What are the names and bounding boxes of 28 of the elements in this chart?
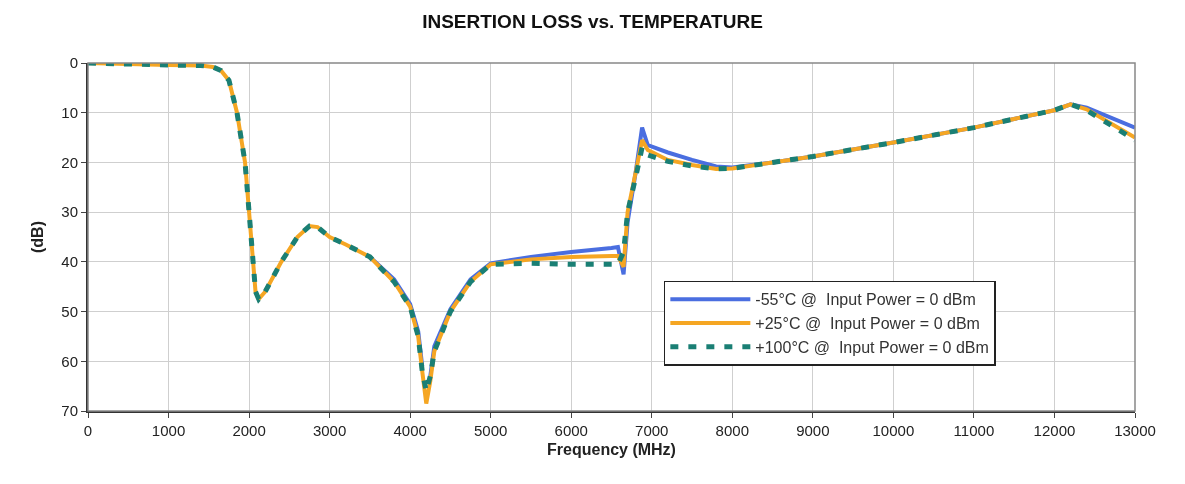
- chart-title: INSERTION LOSS vs. TEMPERATURE: [422, 10, 763, 32]
- legend-label: +25°C @ Input Power = 0 dBm: [755, 315, 980, 333]
- x-tick-label: 6000: [554, 422, 588, 439]
- x-tick-label: 12000: [1033, 422, 1076, 439]
- y-tick-label: 50: [61, 302, 78, 320]
- x-tick-label: 13000: [1114, 422, 1156, 439]
- y-tick-label: 60: [61, 352, 78, 370]
- y-tick-label: 10: [61, 103, 78, 121]
- x-tick-label: 0: [83, 422, 93, 439]
- x-tick-label: 10000: [872, 422, 915, 439]
- x-tick-label: 9000: [796, 422, 830, 439]
- y-tick-label: 20: [61, 153, 78, 171]
- x-tick-label: 1000: [151, 422, 186, 439]
- x-tick-label: 11000: [953, 422, 995, 439]
- x-tick-label: 4000: [393, 422, 427, 439]
- x-tick-label: 5000: [474, 422, 508, 439]
- legend-label: -55°C @ Input Power = 0 dBm: [755, 291, 976, 309]
- y-axis-title: (dB): [28, 221, 46, 253]
- y-tick-label: 30: [61, 203, 78, 221]
- x-tick-label: 2000: [232, 422, 266, 439]
- y-tick-label: 70: [61, 402, 78, 420]
- x-tick-label: 3000: [312, 422, 347, 439]
- legend-label: +100°C @ Input Power = 0 dBm: [755, 339, 989, 356]
- x-tick-label: 8000: [715, 422, 749, 439]
- y-tick-label: 40: [61, 253, 78, 271]
- y-tick-label: 0: [69, 54, 78, 72]
- x-axis-title: Frequency (MHz): [547, 441, 676, 459]
- x-tick-label: 7000: [635, 422, 669, 439]
